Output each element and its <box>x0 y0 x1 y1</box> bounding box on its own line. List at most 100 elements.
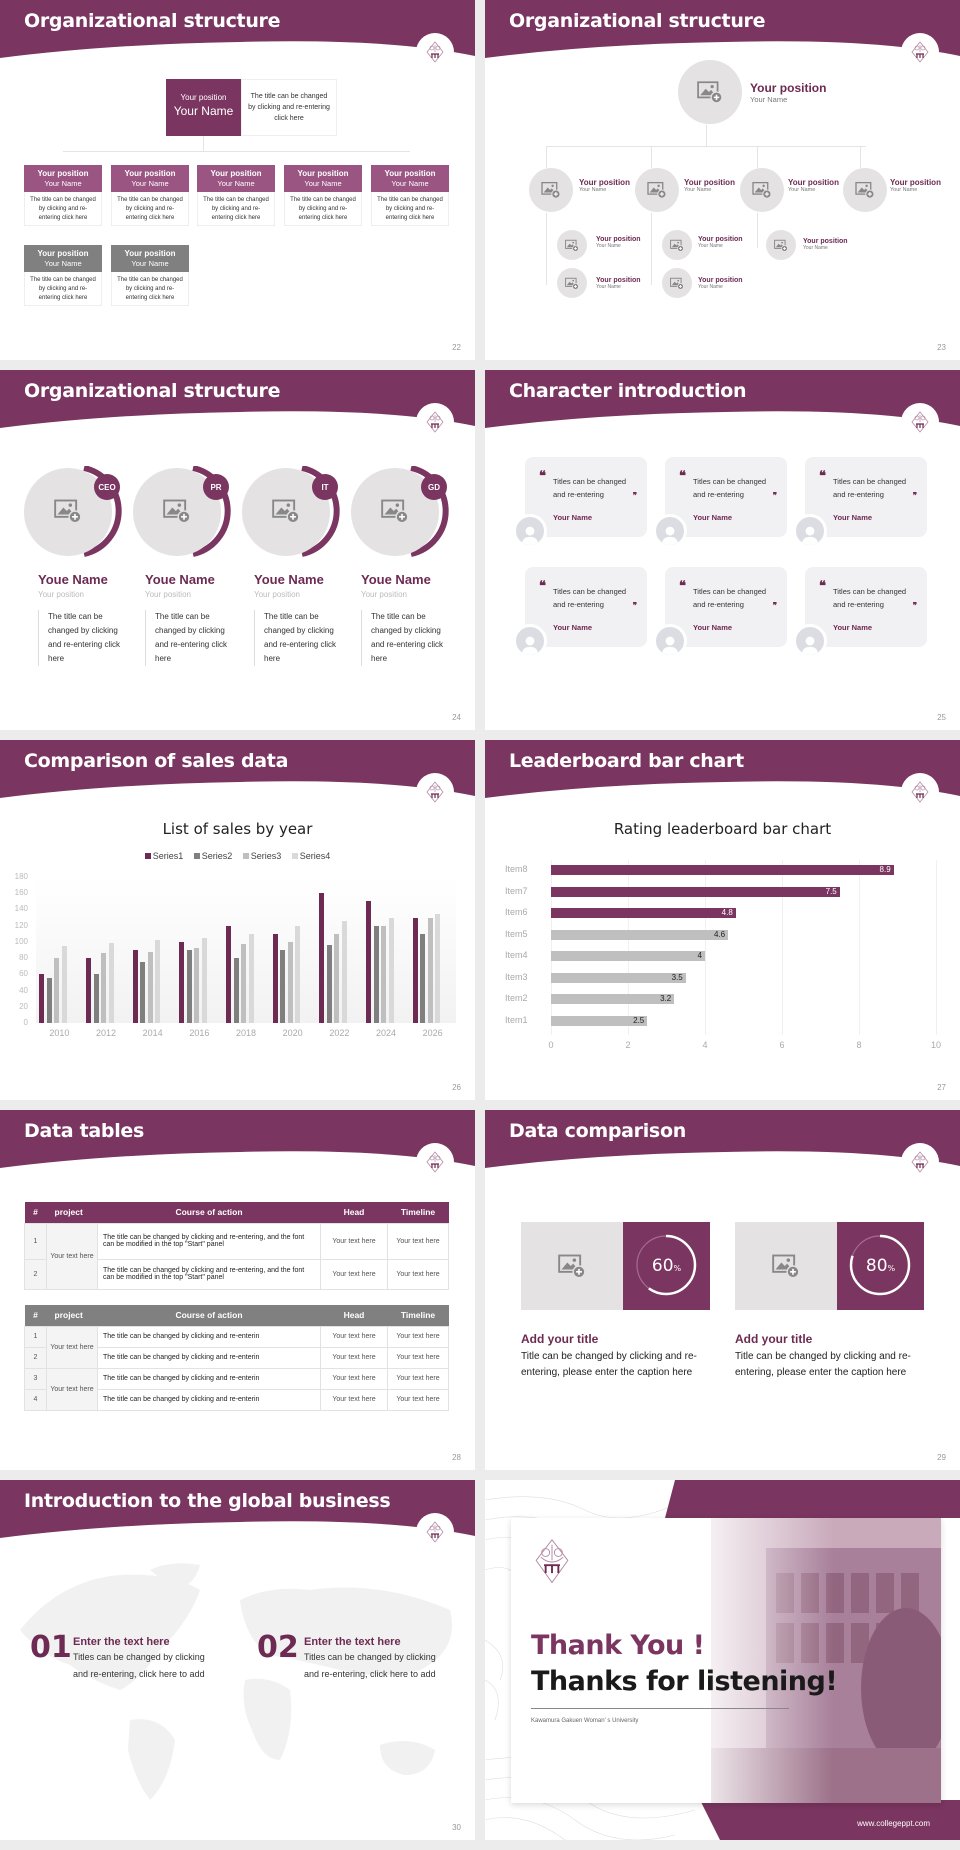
photo-placeholder[interactable] <box>843 168 887 212</box>
add-image-icon <box>670 239 684 252</box>
grid-line <box>859 860 860 1035</box>
org-box[interactable]: Your position Your Name The title can be … <box>24 165 102 226</box>
slide-30-global-business[interactable]: Introduction to the global business 01 E… <box>0 1480 475 1840</box>
org-top-box[interactable]: Your position Your Name <box>166 79 241 136</box>
org-box[interactable]: Your position Your Name The title can be … <box>284 165 362 226</box>
profile-circle[interactable]: CEO <box>24 466 122 557</box>
y-tick-label: 80 <box>19 953 28 963</box>
photo-placeholder[interactable] <box>557 268 587 298</box>
close-quote-icon: ❞ <box>772 491 777 500</box>
profile-circle[interactable]: PR <box>133 466 231 557</box>
timeline-cell[interactable]: Your text here <box>387 1346 449 1369</box>
slide-24-org-structure[interactable]: Organizational structure CEO PR IT GD Yo… <box>0 370 475 730</box>
row-number: 2 <box>24 1258 47 1290</box>
photo-placeholder[interactable] <box>529 168 573 212</box>
action-cell[interactable]: The title can be changed by clicking and… <box>97 1325 321 1348</box>
project-cell[interactable]: Your text here <box>46 1325 98 1369</box>
org-box[interactable]: Your position Your Name The title can be … <box>24 245 102 306</box>
slide-header: Leaderboard bar chart <box>485 740 960 800</box>
org-box[interactable]: Your position Your Name The title can be … <box>197 165 275 226</box>
add-image-icon <box>855 181 875 199</box>
website-link[interactable]: www.collegeppt.com <box>857 1819 930 1828</box>
action-cell[interactable]: The title can be changed by clicking and… <box>97 1258 321 1290</box>
photo-placeholder[interactable] <box>766 230 796 260</box>
profile-circle[interactable]: IT <box>242 466 340 557</box>
timeline-cell[interactable]: Your text here <box>387 1367 449 1390</box>
item-title: Enter the text here <box>304 1636 401 1648</box>
head-cell[interactable]: Your text here <box>320 1325 388 1348</box>
open-quote-icon: ❝ <box>819 469 826 484</box>
slide-22-org-structure[interactable]: Organizational structure Your position Y… <box>0 0 475 360</box>
photo-placeholder[interactable] <box>740 168 784 212</box>
plot-area <box>36 877 456 1023</box>
slide-title: Data tables <box>24 1120 145 1142</box>
project-cell[interactable]: Your text here <box>46 1222 98 1290</box>
org-top-description[interactable]: The title can be changed by clicking and… <box>241 79 337 136</box>
quote-text: Titles can be changed and re-entering <box>553 587 627 609</box>
timeline-cell[interactable]: Your text here <box>387 1222 449 1260</box>
org-box[interactable]: Your position Your Name The title can be … <box>371 165 449 226</box>
slide-27-leaderboard-chart[interactable]: Leaderboard bar chart Rating leaderboard… <box>485 740 960 1100</box>
university-logo-icon <box>416 773 454 811</box>
bar-value-label: 3.5 <box>671 972 683 982</box>
open-quote-icon: ❝ <box>679 579 686 594</box>
action-cell[interactable]: The title can be changed by clicking and… <box>97 1388 321 1411</box>
head-cell[interactable]: Your text here <box>320 1222 388 1260</box>
project-cell[interactable]: Your text here <box>46 1367 98 1411</box>
chart-bar <box>226 925 231 1023</box>
slide-31-thank-you[interactable]: Thank You ! Thanks for listening! Kawamu… <box>485 1480 960 1840</box>
head-cell[interactable]: Your text here <box>320 1367 388 1390</box>
quote-text: Titles can be changed and re-entering <box>693 477 767 499</box>
org-box[interactable]: Your position Your Name The title can be … <box>111 245 189 306</box>
photo-placeholder[interactable] <box>662 230 692 260</box>
y-tick-label: 100 <box>14 936 28 946</box>
y-tick-label: 160 <box>14 888 28 898</box>
photo-placeholder[interactable] <box>635 168 679 212</box>
x-tick-label: 2022 <box>329 1028 350 1038</box>
head-cell[interactable]: Your text here <box>320 1258 388 1290</box>
timeline-cell[interactable]: Your text here <box>387 1388 449 1411</box>
timeline-cell[interactable]: Your text here <box>387 1325 449 1348</box>
column-header: Head <box>320 1202 388 1223</box>
action-cell[interactable]: The title can be changed by clicking and… <box>97 1222 321 1260</box>
slide-25-character-introduction[interactable]: Character introduction ❝ Titles can be c… <box>485 370 960 730</box>
position-label: Your position <box>37 169 89 178</box>
data-table-2: # project Course of action Head Timeline… <box>24 1305 449 1411</box>
photo-placeholder[interactable] <box>662 268 692 298</box>
slide-28-data-tables[interactable]: Data tables # project Course of action H… <box>0 1110 475 1470</box>
slide-23-org-structure[interactable]: Organizational structure Your position Y… <box>485 0 960 360</box>
person-label: Your position Your Name <box>596 236 641 249</box>
action-cell[interactable]: The title can be changed by clicking and… <box>97 1346 321 1369</box>
slide-29-data-comparison[interactable]: Data comparison 60% Add your title Title… <box>485 1110 960 1470</box>
image-placeholder[interactable] <box>735 1222 837 1310</box>
org-box[interactable]: Your position Your Name The title can be … <box>111 165 189 226</box>
image-placeholder[interactable] <box>521 1222 623 1310</box>
timeline-cell[interactable]: Your text here <box>387 1258 449 1290</box>
position-label: Your position <box>124 249 176 258</box>
y-category-label: Item8 <box>505 864 528 874</box>
action-cell[interactable]: The title can be changed by clicking and… <box>97 1367 321 1390</box>
chart-bar <box>287 941 293 1023</box>
profile-circle[interactable]: GD <box>351 466 449 557</box>
head-cell[interactable]: Your text here <box>320 1388 388 1411</box>
person-description: The title can be changed by clicking and… <box>145 610 233 666</box>
slide-title: Organizational structure <box>24 380 281 402</box>
progress-ring <box>849 1234 911 1296</box>
x-tick-label: 0 <box>548 1040 554 1050</box>
slide-26-sales-comparison[interactable]: Comparison of sales data List of sales b… <box>0 740 475 1100</box>
person-description: The title can be changed by clicking and… <box>361 610 449 666</box>
legend-item: Series3 <box>242 851 281 861</box>
y-category-label: Item5 <box>505 928 528 939</box>
item-title: Enter the text here <box>73 1636 170 1648</box>
add-image-icon <box>565 277 579 290</box>
quote-card[interactable]: ❝ Titles can be changed and re-entering … <box>525 457 647 537</box>
y-category-label: Item2 <box>505 993 528 1003</box>
column-header: # <box>24 1305 47 1326</box>
photo-placeholder[interactable] <box>678 60 742 124</box>
photo-placeholder[interactable] <box>557 230 587 260</box>
head-cell[interactable]: Your text here <box>320 1346 388 1369</box>
position-label: Your position <box>124 169 176 178</box>
connector-line <box>546 213 547 285</box>
page-number: 28 <box>452 1453 461 1462</box>
bar-value-label: 3.2 <box>660 994 672 1003</box>
